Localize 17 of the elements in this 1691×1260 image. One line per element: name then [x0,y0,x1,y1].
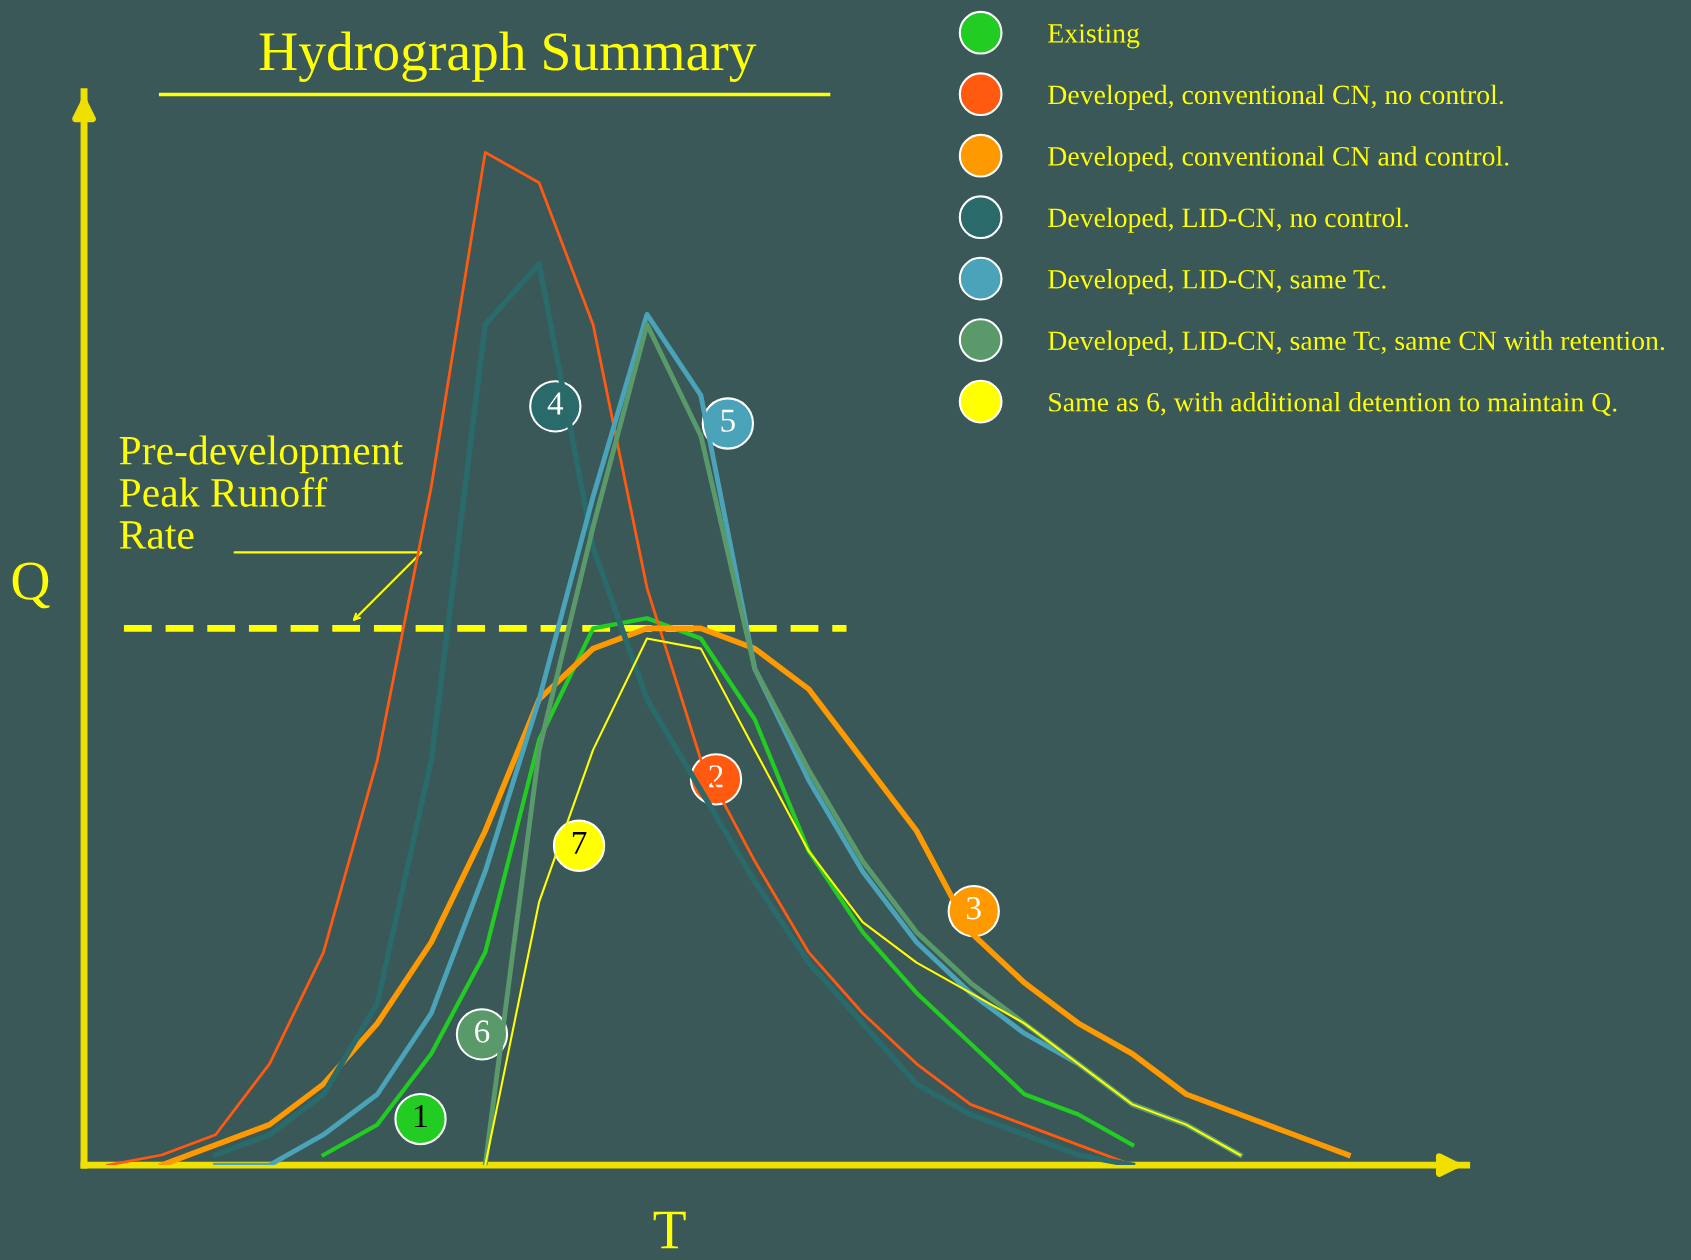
chart-title: Hydrograph Summary [259,31,757,82]
legend-label: Developed, LID-CN, same Tc, same CN with retention. [1048,330,1665,356]
x-axis-title: T [653,1211,686,1249]
legend-label: Existing [1048,24,1140,49]
annotation: 6 [475,1020,490,1043]
legend-label: Same as 6, with additional detention to maintain Q. [1049,392,1617,416]
ref-line-label: Pre-development Peak Runoff Rate [119,435,403,550]
annotation: 5 [721,409,735,432]
annotation: 7 [572,831,587,854]
legend-label: Developed, conventional CN, no control. [1048,84,1503,110]
annotation: 4 [547,392,564,415]
legend-label: Developed, LID-CN, no control. [1048,207,1409,233]
y-axis-title: Q [12,562,50,609]
annotation: 1 [415,1105,427,1128]
legend-label: Developed, conventional CN and control. [1048,146,1509,172]
annotation: 3 [967,897,981,920]
legend-label: Developed, LID-CN, same Tc. [1048,269,1386,295]
